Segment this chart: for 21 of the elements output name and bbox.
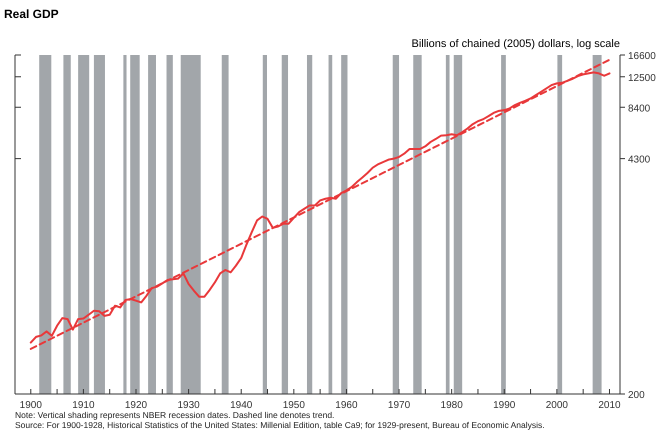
- chart-title: Real GDP: [4, 7, 59, 21]
- y-tick-label: 16600: [628, 51, 656, 62]
- x-tick-label: 1900: [20, 400, 42, 411]
- y-axis-title: Billions of chained (2005) dollars, log scale: [411, 38, 620, 50]
- x-tick-label: 1980: [440, 400, 464, 411]
- x-tick-label: 1910: [72, 400, 95, 411]
- x-tick-label: 1930: [177, 400, 200, 411]
- y-tick-label: 200: [628, 390, 646, 401]
- x-tick-label: 2010: [598, 400, 622, 411]
- y-tick-label: 4300: [628, 154, 651, 166]
- source-note: Source: For 1900-1928, Historical Statistics of the United States: Millenial Edition, table Ca9; for 1929-present, Bureau of Economic Analysis.: [15, 420, 545, 430]
- x-tick-label: 1920: [124, 400, 148, 411]
- text: Note: Vertical shading represents NBER recession dates. Dashed line denotes trend.: [15, 410, 334, 420]
- x-tick-label: 1940: [230, 400, 253, 411]
- x-tick-label: 1960: [335, 400, 358, 411]
- x-tick-label: 2000: [546, 400, 568, 411]
- y-tick-label: 8400: [628, 103, 651, 114]
- x-tick-label: 1970: [388, 400, 411, 411]
- x-tick-label: 1950: [282, 400, 306, 411]
- y-tick-label: 12500: [628, 72, 656, 84]
- x-tick-label: 1990: [493, 400, 516, 411]
